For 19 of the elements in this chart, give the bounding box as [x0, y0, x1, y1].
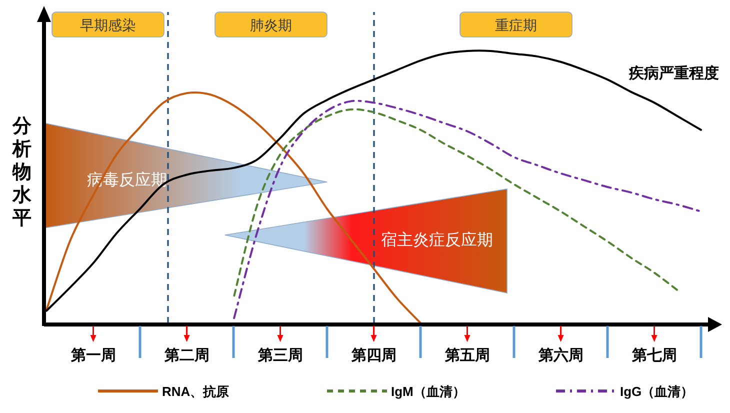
- legend-label: IgM（血清）: [391, 384, 466, 399]
- series-label: 疾病严重程度: [628, 64, 719, 82]
- text: 重症期: [495, 17, 537, 33]
- text: 肺炎期: [250, 17, 292, 33]
- legend-item: IgM（血清）: [327, 384, 466, 399]
- legend-item: IgG（血清）: [556, 384, 694, 399]
- text: 早期感染: [80, 17, 136, 33]
- y-axis-title: 分析物水平: [12, 116, 32, 229]
- x-tick-label: 第二周: [163, 347, 210, 364]
- x-tick-label: 第七周: [630, 347, 677, 364]
- x-tick-label: 第六周: [537, 346, 584, 364]
- legend-label: IgG（血清）: [620, 384, 694, 399]
- x-tick-label: 第一周: [70, 347, 116, 364]
- x-tick-label: 第三周: [256, 347, 303, 364]
- x-tick-label: 第五周: [444, 347, 490, 364]
- legend-item: RNA、抗原: [98, 384, 230, 399]
- legend-label: RNA、抗原: [162, 384, 230, 399]
- x-tick-label: 第四周: [350, 347, 396, 364]
- annotation: 宿主炎症反应期: [381, 231, 493, 249]
